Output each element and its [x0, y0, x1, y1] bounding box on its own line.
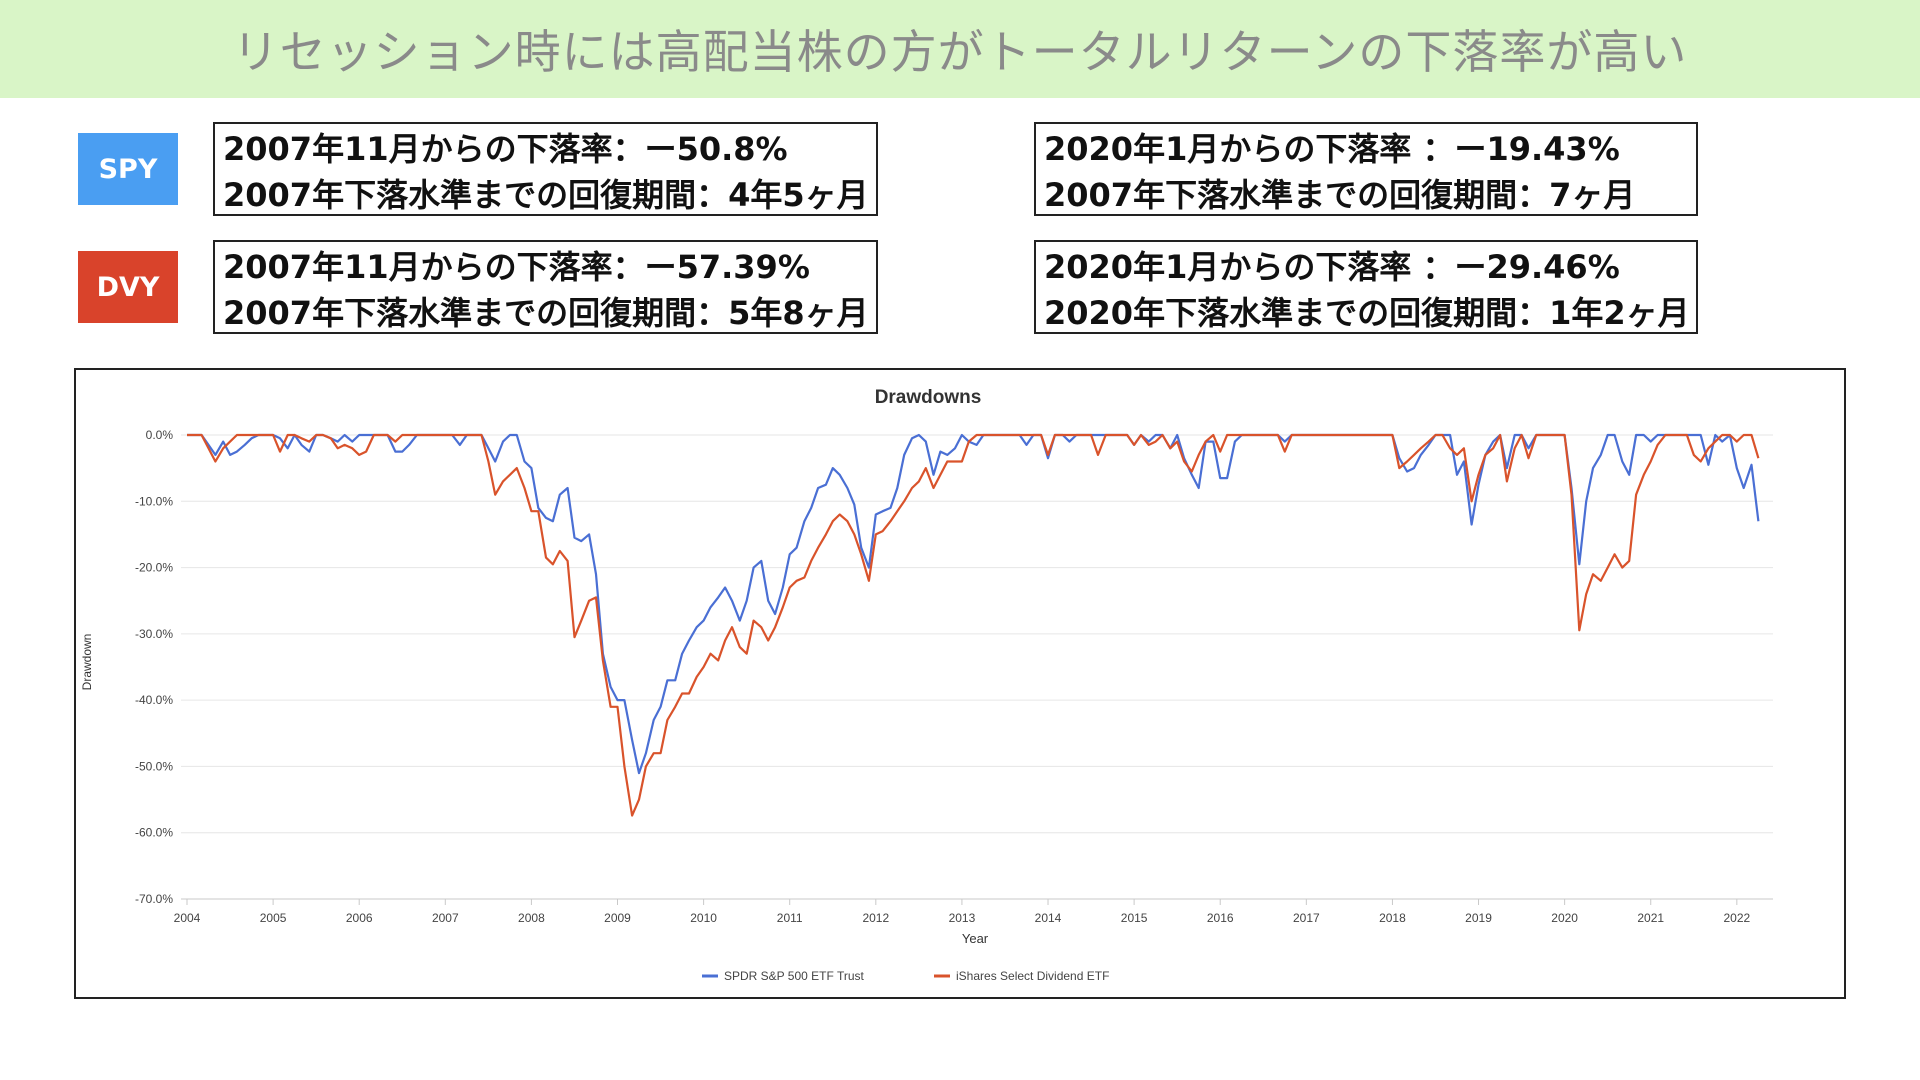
spy-2020-stats-box: 2020年1月からの下落率 ：ー19.43% 2007年下落水準までの回復期間：…: [1034, 122, 1698, 216]
x-tick-label: 2018: [1379, 911, 1406, 925]
drawdown-chart: Drawdowns 0.0% -10.0% -20.0% -30.0% -40.0% -5…: [80, 387, 1773, 983]
x-axis-ticks: 2004 2005 2006 2007 2008 2009 2010 2011 2012 2013…: [174, 899, 1751, 925]
x-tick-label: 2005: [260, 911, 287, 925]
ticker-badge-dvy: DVY: [78, 251, 178, 323]
x-axis-label: Year: [962, 931, 989, 946]
page-title: リセッション時には高配当株の方がトータルリターンの下落率が高い: [232, 25, 1688, 79]
ticker-badge-spy: SPY: [78, 133, 178, 205]
spy-2007-stats-box: 2007年11月からの下落率：ー50.8% 2007年下落水準までの回復期間：4…: [213, 122, 878, 216]
x-tick-label: 2014: [1035, 911, 1062, 925]
series-line-spy: [187, 433, 1760, 775]
chart-gridlines: [181, 434, 1773, 900]
x-tick-label: 2008: [518, 911, 545, 925]
legend-label: SPDR S&P 500 ETF Trust: [724, 969, 864, 983]
drawdown-chart-frame: Drawdowns 0.0% -10.0% -20.0% -30.0% -40.0% -5…: [74, 368, 1846, 999]
series-line-dvy: [187, 433, 1760, 817]
x-tick-label: 2012: [862, 911, 889, 925]
dvy-2020-recovery-text: 2020年下落水準までの回復期間：1年2ヶ月: [1044, 294, 1690, 332]
x-tick-label: 2016: [1207, 911, 1234, 925]
x-tick-label: 2009: [604, 911, 631, 925]
spy-2020-drawdown-text: 2020年1月からの下落率 ：ー19.43%: [1044, 130, 1620, 168]
y-tick-label: -30.0%: [135, 627, 173, 641]
title-banner: リセッション時には高配当株の方がトータルリターンの下落率が高い: [0, 0, 1920, 98]
x-tick-label: 2017: [1293, 911, 1320, 925]
x-tick-label: 2006: [346, 911, 373, 925]
dvy-2020-stats-box: 2020年1月からの下落率 ：ー29.46% 2020年下落水準までの回復期間：…: [1034, 240, 1698, 334]
spy-2007-drawdown-text: 2007年11月からの下落率：ー50.8%: [223, 130, 788, 168]
y-tick-label: -10.0%: [135, 494, 173, 508]
legend-label: iShares Select Dividend ETF: [956, 969, 1109, 983]
series-layer: [187, 433, 1760, 817]
x-tick-label: 2013: [949, 911, 976, 925]
x-tick-label: 2021: [1637, 911, 1664, 925]
dvy-2020-drawdown-text: 2020年1月からの下落率 ：ー29.46%: [1044, 248, 1620, 286]
x-tick-label: 2022: [1723, 911, 1750, 925]
x-tick-label: 2010: [690, 911, 717, 925]
y-tick-label: -60.0%: [135, 826, 173, 840]
y-tick-label: -70.0%: [135, 892, 173, 906]
y-tick-label: -20.0%: [135, 561, 173, 575]
spy-2020-recovery-text: 2007年下落水準までの回復期間：7ヶ月: [1044, 176, 1636, 214]
x-tick-label: 2015: [1121, 911, 1148, 925]
dvy-2007-recovery-text: 2007年下落水準までの回復期間：5年8ヶ月: [223, 294, 869, 332]
x-tick-label: 2020: [1551, 911, 1578, 925]
y-tick-label: -40.0%: [135, 693, 173, 707]
dvy-2007-drawdown-text: 2007年11月からの下落率：ー57.39%: [223, 248, 810, 286]
y-axis-label: Drawdown: [80, 634, 94, 691]
x-tick-label: 2004: [174, 911, 201, 925]
x-tick-label: 2007: [432, 911, 459, 925]
y-tick-label: -50.0%: [135, 759, 173, 773]
dvy-2007-stats-box: 2007年11月からの下落率：ー57.39% 2007年下落水準までの回復期間：…: [213, 240, 878, 334]
y-axis-ticks: 0.0% -10.0% -20.0% -30.0% -40.0% -50.0% -60.0%…: [135, 428, 173, 906]
spy-2007-recovery-text: 2007年下落水準までの回復期間：4年5ヶ月: [223, 176, 869, 214]
x-tick-label: 2011: [777, 911, 803, 925]
x-tick-label: 2019: [1465, 911, 1492, 925]
chart-title: Drawdowns: [875, 387, 982, 408]
chart-legend: SPDR S&P 500 ETF Trust iShares Select Div…: [702, 969, 1109, 983]
y-tick-label: 0.0%: [146, 428, 174, 442]
